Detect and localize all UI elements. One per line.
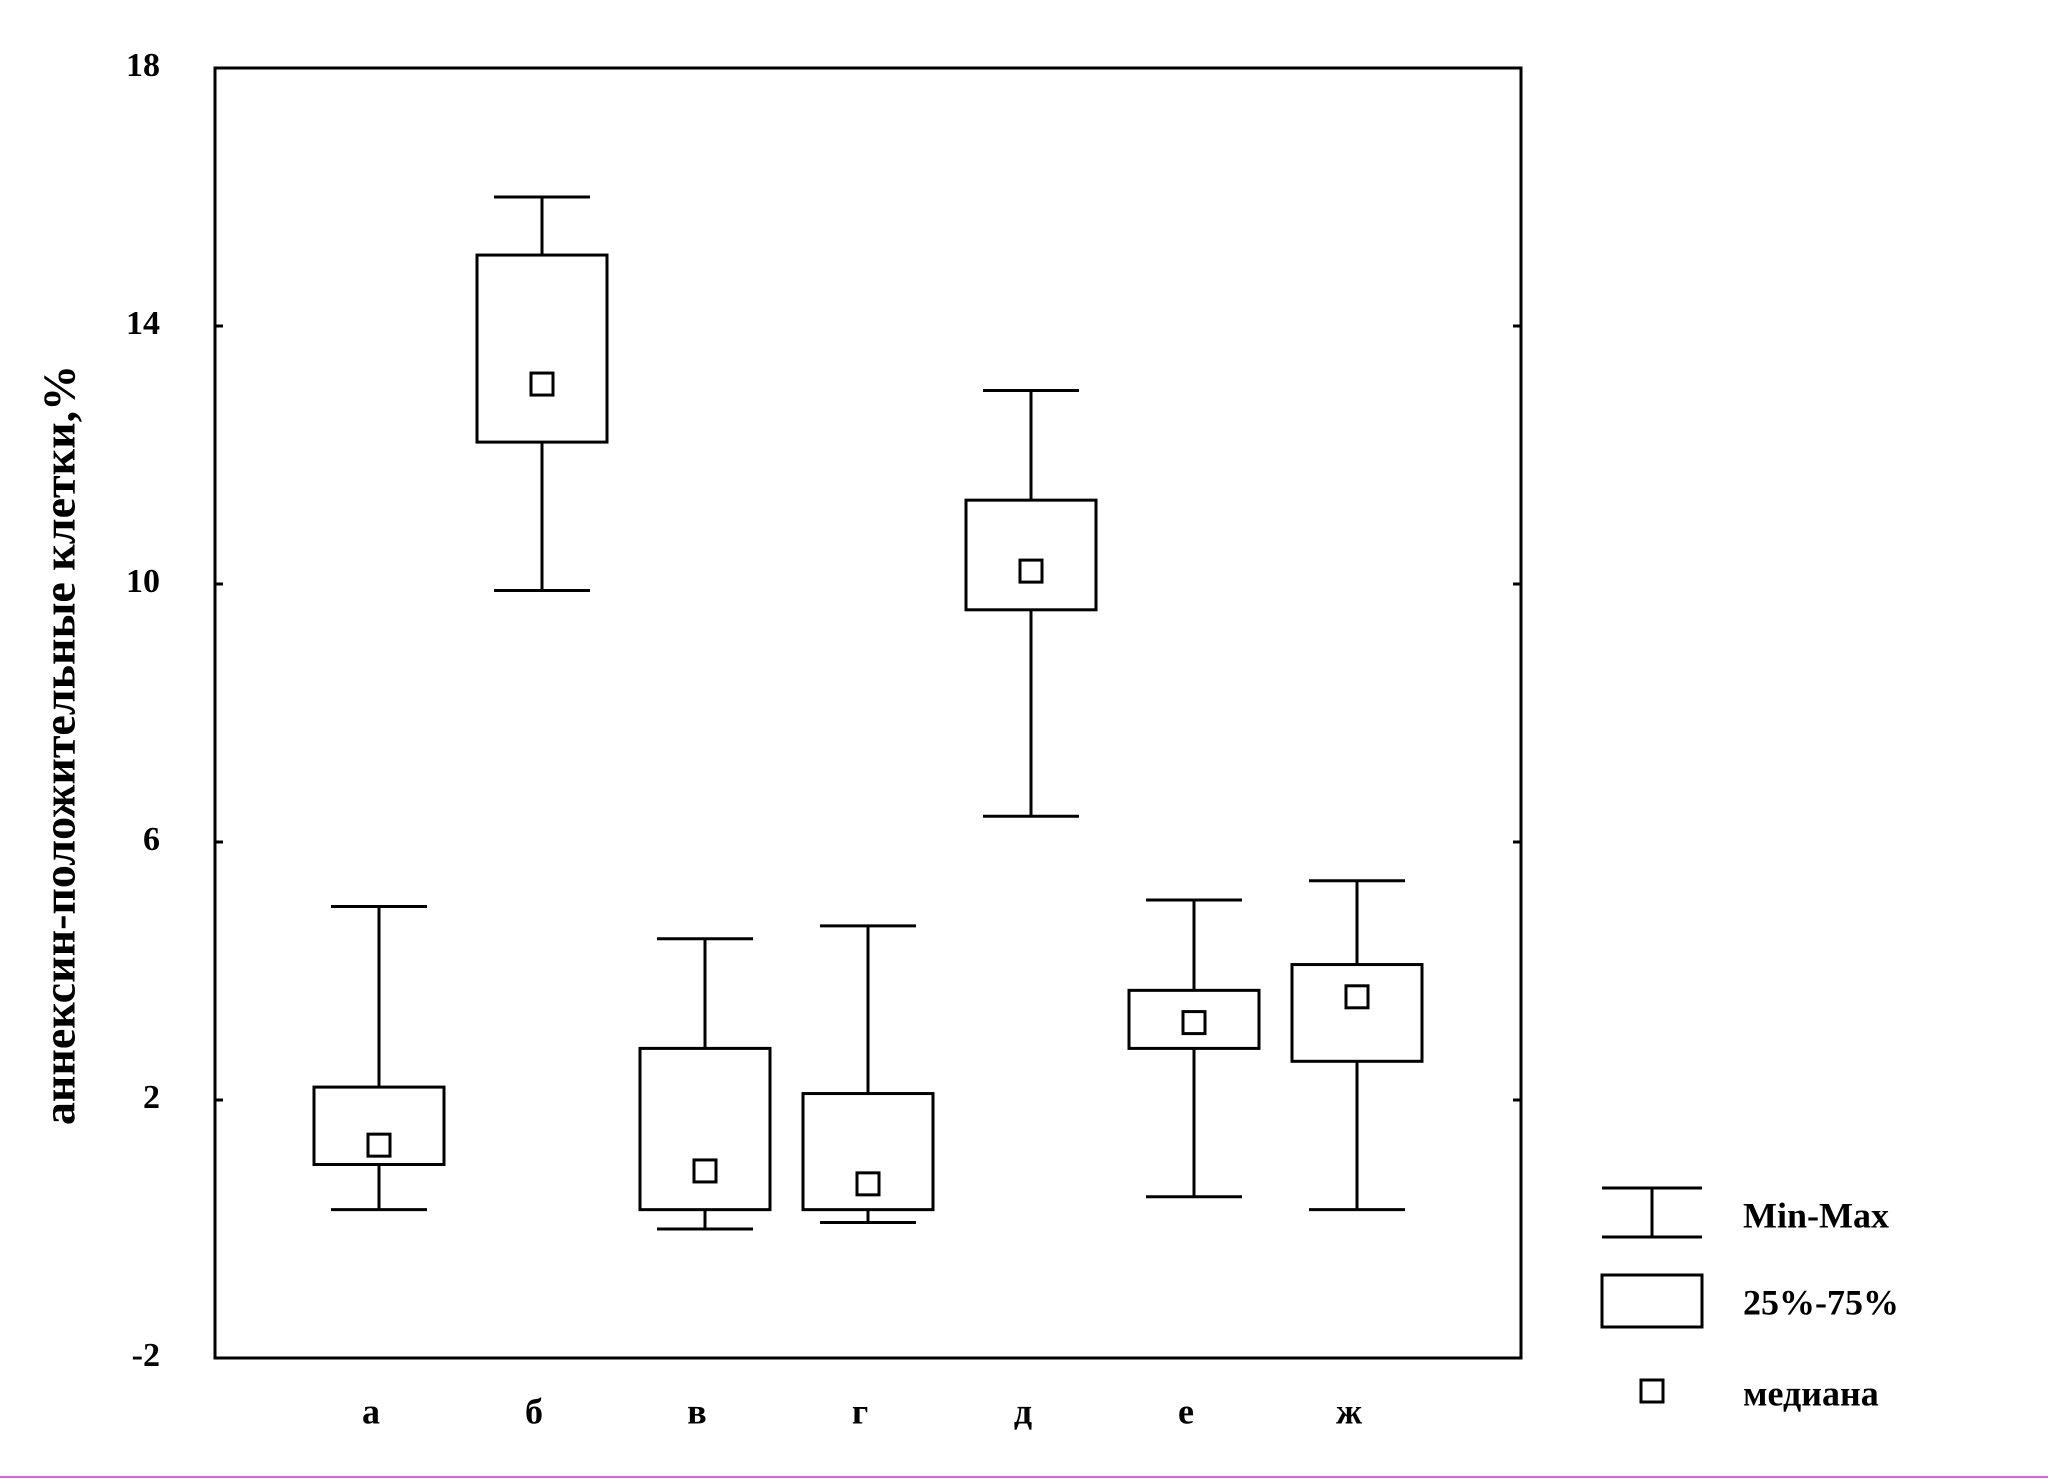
box <box>475 253 609 444</box>
y-axis-label: аннексин-положительные клетки,% <box>34 365 85 1125</box>
median <box>1344 984 1370 1010</box>
legend-icon <box>1600 1273 1704 1329</box>
x-tick-label: ж <box>1336 1391 1363 1431</box>
legend-label: медиана <box>1743 1373 1879 1413</box>
x-tick-label: б <box>525 1391 543 1431</box>
y-tick-label: 6 <box>143 821 160 858</box>
median <box>1181 1010 1207 1036</box>
plot-frame <box>213 66 1523 1360</box>
median <box>1018 558 1044 584</box>
box <box>638 1046 772 1212</box>
y-tick-label: 14 <box>126 305 160 342</box>
x-tick-label: д <box>1014 1391 1032 1431</box>
legend-label: 25%-75% <box>1743 1282 1899 1322</box>
x-tick-label: в <box>687 1391 706 1431</box>
legend-icon <box>1639 1378 1665 1404</box>
median <box>529 371 555 397</box>
y-tick-label: -2 <box>132 1337 160 1374</box>
y-tick-label: 10 <box>126 563 160 600</box>
median <box>692 1158 718 1184</box>
y-tick-label: 18 <box>126 47 160 84</box>
x-tick-label: е <box>1178 1391 1194 1431</box>
x-tick-label: а <box>362 1391 380 1431</box>
y-tick-label: 2 <box>143 1079 160 1116</box>
legend-label: Min-Max <box>1743 1195 1889 1235</box>
x-tick-label: г <box>852 1391 868 1431</box>
median <box>366 1132 392 1158</box>
median <box>855 1171 881 1197</box>
box <box>964 498 1098 612</box>
box <box>1290 963 1424 1063</box>
